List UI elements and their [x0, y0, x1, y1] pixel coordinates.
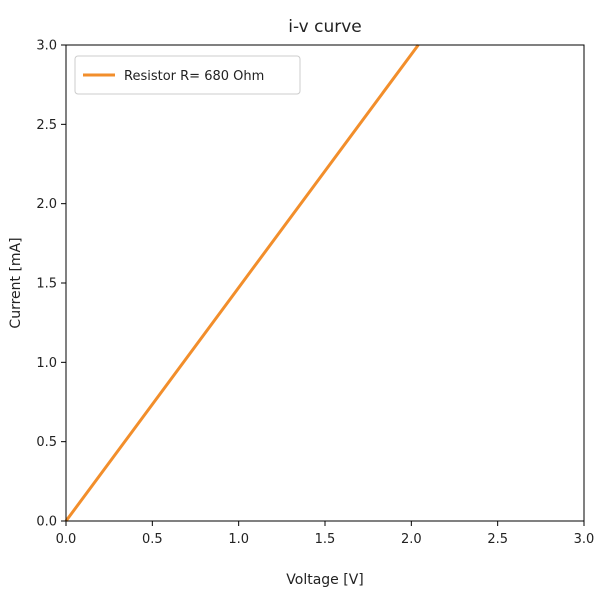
y-tick-label: 2.5	[36, 118, 57, 133]
y-tick-label: 1.5	[36, 277, 57, 292]
legend-box	[74, 55, 301, 95]
y-axis-ticks: 0.0 0.5 1.0 1.5 2.0 2.5 3.0	[36, 39, 66, 530]
x-axis-ticks: 0.0 0.5 1.0 1.5 2.0 2.5 3.0	[56, 521, 595, 547]
y-axis-label: Current [mA]	[8, 237, 24, 328]
x-tick-label: 3.0	[574, 532, 595, 547]
series-layer	[64, 44, 420, 522]
legend-label: Resistor R= 680 Ohm	[124, 69, 264, 84]
x-axis-label: Voltage [V]	[286, 572, 363, 588]
x-tick-label: 0.0	[56, 532, 77, 547]
legend: Resistor R= 680 Ohm	[74, 55, 301, 95]
x-tick-label: 1.0	[228, 532, 249, 547]
y-tick-label: 3.0	[36, 39, 57, 54]
x-tick-label: 1.5	[315, 532, 336, 547]
x-tick-label: 2.5	[487, 532, 508, 547]
chart-title: i-v curve	[288, 17, 362, 37]
x-tick-label: 0.5	[142, 532, 163, 547]
series-line-resistor	[64, 44, 420, 522]
y-tick-label: 1.0	[36, 356, 57, 371]
y-tick-label: 2.0	[36, 197, 57, 212]
plot-frame	[65, 44, 585, 522]
y-tick-label: 0.5	[36, 435, 57, 450]
y-tick-label: 0.0	[36, 515, 57, 530]
x-tick-label: 2.0	[401, 532, 422, 547]
